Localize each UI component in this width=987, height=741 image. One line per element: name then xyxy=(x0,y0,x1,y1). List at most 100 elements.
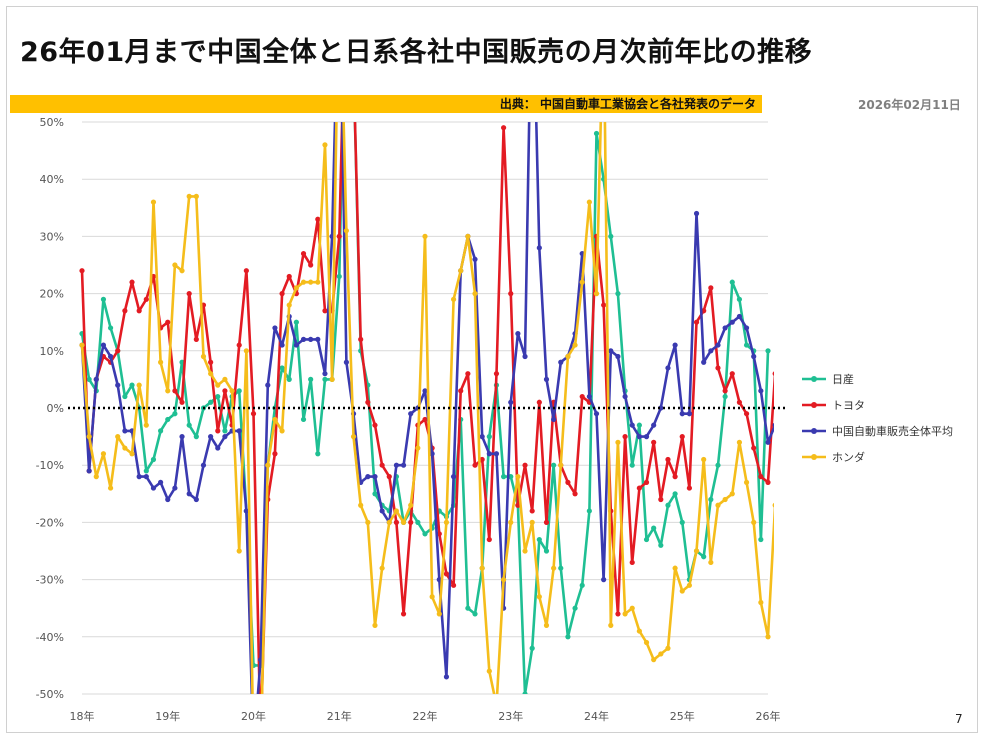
data-point xyxy=(258,737,263,741)
data-point xyxy=(693,548,700,554)
y-tick-label: -10% xyxy=(36,459,64,472)
data-point xyxy=(272,416,278,423)
data-point xyxy=(429,451,435,457)
data-point xyxy=(729,319,735,325)
data-point xyxy=(229,388,235,394)
data-point xyxy=(215,393,221,400)
data-point xyxy=(486,536,492,543)
data-point xyxy=(722,325,728,331)
y-tick-label: 40% xyxy=(40,173,64,186)
data-point xyxy=(129,382,135,388)
data-point xyxy=(522,691,528,694)
data-point xyxy=(79,342,85,348)
series-nissan xyxy=(79,62,771,694)
data-point xyxy=(529,645,535,651)
data-point xyxy=(622,434,628,440)
data-point xyxy=(443,571,450,577)
data-point xyxy=(422,531,428,537)
data-point xyxy=(193,193,199,199)
x-tick-label: 24年 xyxy=(584,709,609,723)
data-point xyxy=(529,519,535,526)
data-point xyxy=(315,336,321,342)
x-tick-label: 21年 xyxy=(327,709,352,723)
data-point xyxy=(629,462,635,468)
data-point xyxy=(629,559,635,566)
data-point xyxy=(343,228,349,234)
data-point xyxy=(322,142,328,148)
data-point xyxy=(186,422,192,428)
data-point xyxy=(515,502,521,508)
data-point xyxy=(572,605,578,611)
data-point xyxy=(522,548,528,554)
data-point xyxy=(351,62,356,67)
data-point xyxy=(308,262,314,268)
data-point xyxy=(758,388,764,394)
data-point xyxy=(601,577,607,583)
x-tick-label: 20年 xyxy=(241,709,266,723)
page-number: 7 xyxy=(955,712,963,726)
data-point xyxy=(543,376,550,382)
data-point xyxy=(765,439,771,445)
data-point xyxy=(765,479,771,485)
data-point xyxy=(150,456,157,463)
data-point xyxy=(708,496,714,503)
data-point xyxy=(565,634,571,640)
data-point xyxy=(122,308,128,314)
data-point xyxy=(572,491,578,497)
x-tick-label: 22年 xyxy=(413,709,438,723)
y-tick-label: -30% xyxy=(36,574,64,587)
data-point xyxy=(472,291,478,297)
source-text: 出典： 中国自動車工業協会と各社発表のデータ xyxy=(499,97,756,111)
y-tick-label: -20% xyxy=(36,516,64,529)
data-point xyxy=(565,353,571,360)
data-point xyxy=(343,359,349,365)
data-point xyxy=(686,485,692,491)
data-point xyxy=(279,342,285,348)
x-tick-label: 26年 xyxy=(756,709,781,723)
data-point xyxy=(379,462,385,468)
data-point xyxy=(236,428,242,434)
data-point xyxy=(300,250,307,257)
data-point xyxy=(279,291,285,297)
data-point xyxy=(386,474,392,480)
data-point xyxy=(494,703,499,708)
data-point xyxy=(486,451,492,457)
x-tick-label: 18年 xyxy=(70,709,95,723)
data-point xyxy=(222,434,228,440)
data-point xyxy=(529,508,535,514)
data-point xyxy=(629,605,635,611)
data-point xyxy=(543,548,550,554)
data-point xyxy=(701,456,707,463)
data-point xyxy=(143,296,149,302)
data-point xyxy=(472,611,478,617)
data-point xyxy=(479,565,485,571)
y-axis: 50% 40% 30% 20% 10% 0% -10% -20% -30% -40% -50% xyxy=(36,116,64,701)
data-point xyxy=(608,622,614,628)
data-point xyxy=(629,422,635,428)
data-point xyxy=(772,371,774,377)
data-point xyxy=(351,62,356,67)
data-point xyxy=(458,388,464,394)
data-point xyxy=(400,519,407,526)
y-tick-label: 0% xyxy=(47,402,64,415)
data-point xyxy=(193,496,199,503)
data-point xyxy=(450,296,457,302)
data-point xyxy=(322,371,328,377)
data-point xyxy=(186,291,192,297)
data-point xyxy=(672,342,678,348)
data-point xyxy=(272,451,278,457)
legend-label: 中国自動車販売全体平均 xyxy=(832,424,953,438)
data-point xyxy=(265,382,271,388)
data-point xyxy=(772,502,774,508)
data-point xyxy=(222,376,228,382)
data-point xyxy=(665,645,671,651)
data-point xyxy=(551,462,557,468)
data-point xyxy=(408,411,414,417)
data-point xyxy=(107,353,114,360)
data-point xyxy=(215,428,221,434)
data-point xyxy=(308,279,314,285)
data-point xyxy=(565,479,571,485)
data-point xyxy=(86,468,92,474)
data-point xyxy=(300,279,307,285)
